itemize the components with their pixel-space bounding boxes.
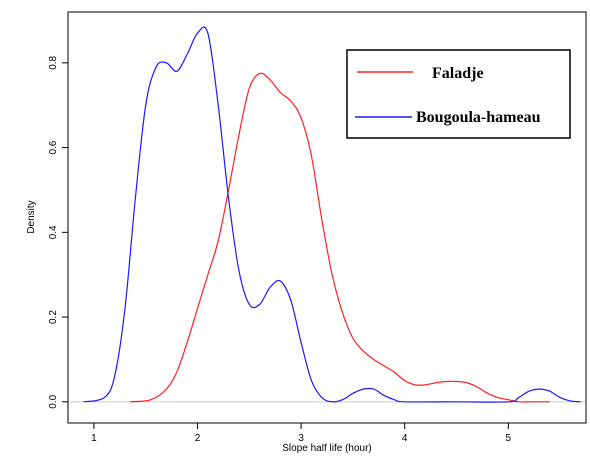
legend: Faladje Bougoula-hameau bbox=[346, 49, 571, 139]
y-tick-label: 0.4 bbox=[48, 225, 59, 239]
y-tick-label: 0.8 bbox=[48, 55, 59, 69]
series-line-bougoula-hameau bbox=[83, 26, 581, 403]
legend-label-faladje: Faladje bbox=[432, 65, 484, 82]
y-axis-title: Density bbox=[26, 200, 37, 233]
plot-frame bbox=[67, 11, 587, 424]
x-tick-label: 2 bbox=[195, 433, 201, 444]
legend-box bbox=[346, 49, 571, 139]
y-tick-label: 0.0 bbox=[48, 394, 59, 408]
series-line-faladje bbox=[130, 72, 550, 403]
legend-label-bougoula-hameau: Bougoula-hameau bbox=[416, 109, 541, 126]
x-tick-label: 5 bbox=[506, 433, 512, 444]
x-axis-title: Slope half life (hour) bbox=[282, 443, 372, 454]
series-layer bbox=[83, 26, 581, 403]
x-tick-label: 1 bbox=[91, 433, 97, 444]
y-tick-label: 0.6 bbox=[48, 140, 59, 154]
x-tick-label: 3 bbox=[298, 433, 304, 444]
x-axis: 1 2 3 4 5 bbox=[91, 423, 512, 444]
x-tick-label: 4 bbox=[402, 433, 408, 444]
y-axis: 0.0 0.2 0.4 0.6 0.8 bbox=[48, 55, 68, 409]
y-tick-label: 0.2 bbox=[48, 310, 59, 324]
